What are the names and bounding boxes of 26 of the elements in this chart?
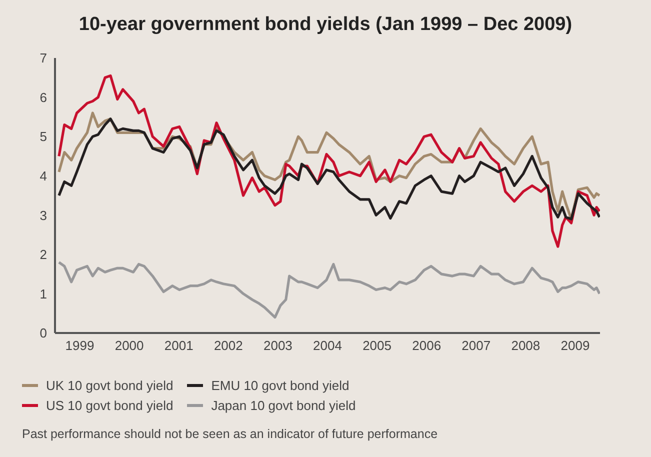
x-tick-label: 2002 — [214, 338, 243, 354]
legend-label: Japan 10 govt bond yield — [211, 398, 356, 412]
legend-label: US 10 govt bond yield — [46, 398, 174, 412]
y-tick-label: 3 — [40, 208, 47, 223]
x-tick-label: 2003 — [263, 338, 292, 354]
line-series — [58, 260, 600, 319]
x-tick-label: 2005 — [362, 338, 392, 354]
y-tick-label: 1 — [40, 286, 47, 302]
legend-label: UK 10 govt bond yield — [46, 378, 174, 392]
y-tick-label: 7 — [40, 50, 47, 66]
x-tick-label: 2001 — [164, 338, 194, 354]
x-tick-label: 2009 — [560, 338, 590, 354]
y-tick-label: 6 — [40, 90, 47, 105]
y-tick-label: 4 — [40, 168, 47, 184]
x-tick-label: 2006 — [412, 338, 442, 354]
y-tick-label: 0 — [40, 326, 47, 341]
text: Past performance should not be seen as an indicator of future performance — [22, 427, 439, 441]
y-tick-label: 5 — [40, 129, 47, 144]
legend-label: EMU 10 govt bond yield — [211, 378, 350, 392]
x-tick-label: 1999 — [65, 338, 94, 354]
x-tick-label: 2007 — [462, 338, 491, 354]
x-tick-label: 2008 — [511, 338, 540, 354]
y-tick-label: 2 — [40, 247, 47, 262]
chart-title: 10-year government bond yields (Jan 1999 – Dec 2009) — [78, 13, 574, 37]
x-tick-label: 2000 — [114, 338, 144, 354]
x-tick-label: 2004 — [313, 338, 342, 354]
